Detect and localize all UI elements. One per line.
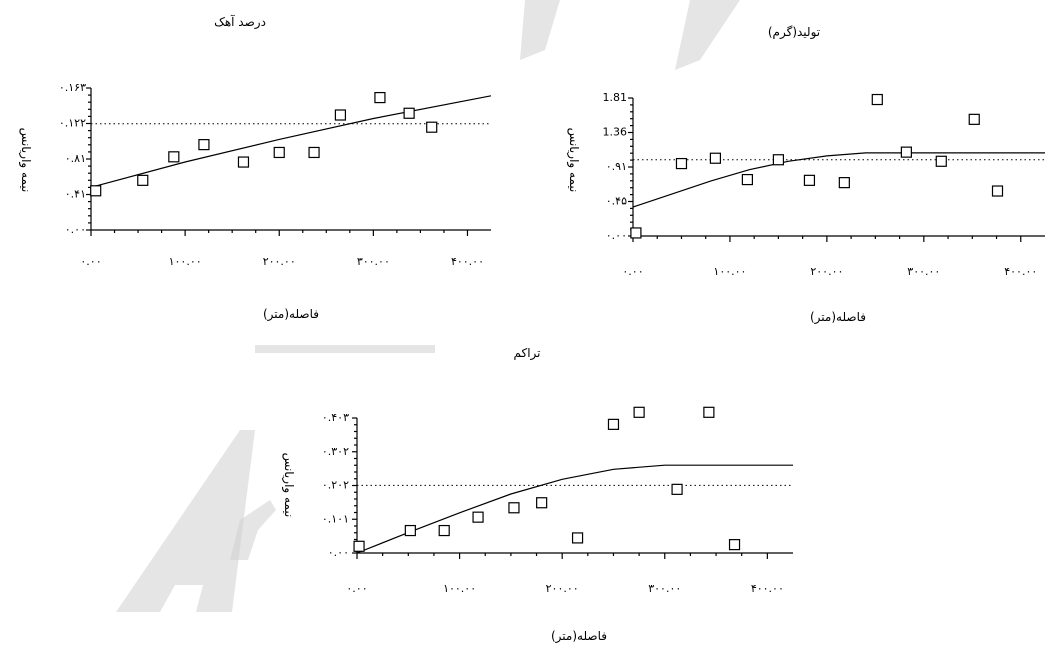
data-point	[968, 113, 980, 125]
data-point	[438, 524, 450, 537]
data-point	[900, 146, 912, 158]
density-chart: تراکم نیمه واریانس فاصله(متر) ۰.۰۰ ۱۰۰.۰۰ ۲۰۰…	[281, 346, 793, 644]
y-tick-label: ۰.۱۲۲	[59, 117, 86, 130]
x-tick-label: ۰.۰۰	[80, 255, 101, 268]
data-point	[728, 539, 741, 551]
x-tick-label: ۱۰۰.۰۰	[443, 582, 476, 595]
y-tick-label: ۰.۰۰	[606, 229, 627, 242]
y-tick-label: ۰.۱۰۱	[322, 512, 349, 525]
x-tick-label: ۴۰۰.۰۰	[451, 255, 484, 268]
data-point	[772, 154, 785, 166]
data-point	[472, 511, 484, 523]
y-tick-label: ۰.۸۱	[65, 152, 86, 165]
data-point	[838, 177, 850, 189]
data-point	[675, 157, 688, 170]
data-point	[871, 93, 883, 106]
y-tick-label: ۰.۹۱	[606, 160, 627, 173]
x-tick-label: ۳۰۰.۰۰	[907, 265, 940, 278]
model-curve	[356, 464, 793, 554]
data-point	[404, 524, 416, 537]
data-point	[273, 146, 285, 159]
data-point	[403, 107, 415, 119]
data-point	[703, 406, 715, 418]
data-point	[168, 151, 180, 163]
data-point	[633, 406, 645, 418]
data-point	[991, 185, 1004, 197]
data-point	[607, 418, 620, 430]
data-point	[353, 540, 365, 552]
data-point	[803, 174, 816, 186]
data-point	[90, 185, 102, 197]
x-tick-label: ۳۰۰.۰۰	[357, 255, 390, 268]
x-axis-label: فاصله(متر)	[810, 310, 866, 325]
y-tick-label: ۰.۴۱	[65, 188, 86, 201]
data-point	[671, 483, 683, 495]
chart-title: تراکم	[514, 346, 541, 361]
watermark	[116, 0, 740, 612]
data-point	[709, 152, 722, 164]
y-tick-label: ۰.۴۵	[606, 195, 627, 208]
model-curve	[632, 152, 1045, 208]
data-point	[571, 532, 584, 544]
data-point	[508, 502, 520, 514]
y-tick-label: 1.36	[603, 126, 628, 139]
x-axis-label: فاصله(متر)	[551, 629, 607, 644]
y-tick-label: ۰.۰۰	[328, 546, 349, 559]
x-tick-label: ۴۰۰.۰۰	[1004, 265, 1037, 278]
data-point	[536, 497, 548, 509]
data-point	[374, 91, 386, 104]
data-point	[741, 173, 753, 186]
data-point	[426, 121, 438, 133]
data-point	[137, 174, 149, 186]
x-tick-label: ۰.۰۰	[346, 582, 367, 595]
lime-chart: درصد آهک نیمه واریانس فاصله(متر) ۰.۰۰ ۱۰۰.۰۰…	[18, 14, 492, 322]
y-tick-label: 1.81	[603, 91, 628, 104]
chart-title: تولید(گرم)	[768, 25, 820, 40]
data-point	[308, 146, 320, 159]
y-axis-label: نیمه واریانس	[18, 128, 33, 193]
y-axis-label: نیمه واریانس	[566, 128, 581, 193]
x-tick-label: ۲۰۰.۰۰	[263, 255, 296, 268]
y-axis-label: نیمه واریانس	[281, 453, 296, 518]
chart-title: درصد آهک	[214, 14, 266, 30]
y-tick-label: ۰.۰۰	[65, 223, 86, 236]
y-tick-label: ۰.۱۶۳	[59, 81, 86, 94]
data-point	[630, 227, 642, 239]
x-tick-label: ۳۰۰.۰۰	[648, 582, 681, 595]
data-point	[198, 139, 210, 151]
model-curve	[90, 95, 492, 188]
data-point	[237, 156, 250, 168]
y-tick-label: ۰.۴۰۳	[322, 411, 349, 424]
y-tick-label: ۰.۳۰۲	[322, 445, 349, 458]
data-point	[935, 155, 947, 167]
x-tick-label: ۱۰۰.۰۰	[713, 265, 746, 278]
x-tick-label: ۰.۰۰	[622, 265, 643, 278]
yield-chart: تولید(گرم) نیمه واریانس فاصله(متر) ۰.۰۰ ۱۰۰.…	[566, 25, 1045, 325]
x-tick-label: ۱۰۰.۰۰	[169, 255, 202, 268]
x-tick-label: ۲۰۰.۰۰	[546, 582, 579, 595]
x-axis-label: فاصله(متر)	[263, 307, 319, 322]
x-tick-label: ۲۰۰.۰۰	[810, 265, 843, 278]
y-tick-label: ۰.۲۰۲	[322, 479, 349, 492]
x-tick-label: ۴۰۰.۰۰	[751, 582, 784, 595]
data-point	[334, 109, 347, 121]
